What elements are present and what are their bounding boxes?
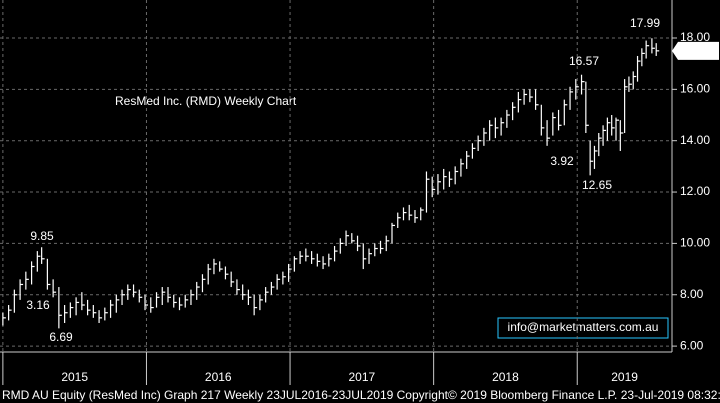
chart-title: ResMed Inc. (RMD) Weekly Chart — [115, 94, 297, 108]
x-tick-label: 2018 — [492, 370, 519, 384]
last-price-box — [672, 41, 719, 60]
y-tick-label: 6.00 — [680, 338, 704, 352]
last-price-label: 17.50 — [681, 43, 711, 57]
y-tick-label: 14.00 — [680, 133, 710, 147]
annotation: 12.65 — [582, 178, 612, 192]
x-tick-label: 2019 — [611, 370, 638, 384]
y-tick-label: 12.00 — [680, 184, 710, 198]
x-tick-label: 2015 — [61, 370, 88, 384]
annotation: 3.16 — [26, 298, 50, 312]
y-tick-label: 8.00 — [680, 287, 704, 301]
x-tick-label: 2016 — [205, 370, 232, 384]
y-tick-label: 18.00 — [680, 30, 710, 44]
watermark: info@marketmatters.com.au — [508, 320, 659, 334]
annotation: 9.85 — [30, 229, 54, 243]
annotation: 3.92 — [550, 154, 574, 168]
y-tick-label: 16.00 — [680, 82, 710, 96]
y-tick-label: 10.00 — [680, 236, 710, 250]
footer: RMD AU Equity (ResMed Inc) Graph 217 Wee… — [2, 388, 720, 402]
annotation: 16.57 — [569, 54, 599, 68]
x-tick-label: 2017 — [348, 370, 375, 384]
annotation: 6.69 — [49, 330, 73, 344]
watermark-box — [497, 317, 669, 339]
annotation: 17.99 — [630, 16, 660, 30]
